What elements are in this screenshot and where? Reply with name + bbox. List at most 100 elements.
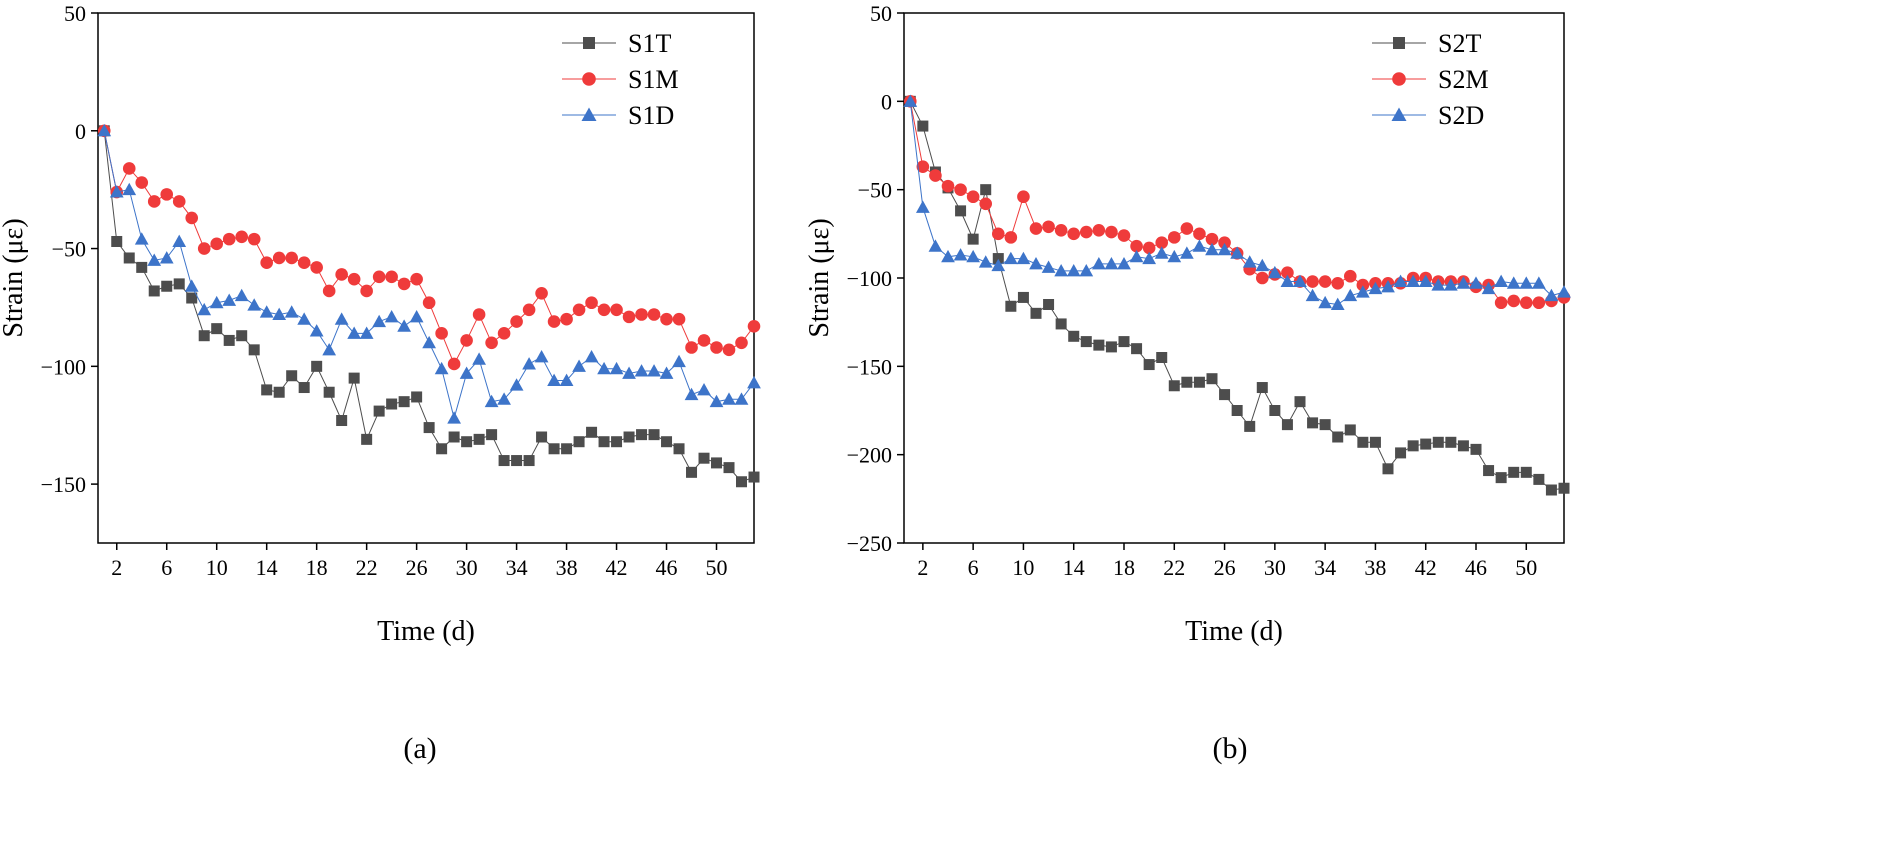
data-point-S2M (929, 169, 942, 182)
data-point-S1T (436, 443, 448, 455)
data-point-S1M (222, 232, 236, 246)
data-point-S2D (1280, 274, 1295, 288)
legend-marker-S2T (1393, 37, 1405, 49)
data-point-S2T (1382, 463, 1394, 475)
data-point-S1M (722, 343, 736, 357)
data-point-S1T (461, 436, 473, 448)
data-point-S2M (1029, 222, 1043, 235)
data-point-S2D (1431, 278, 1446, 291)
data-point-S2T (1231, 405, 1243, 416)
data-point-S1M (122, 162, 136, 175)
data-point-S2M (1343, 269, 1357, 283)
data-point-S2M (1117, 229, 1131, 242)
y-tick-label: 50 (64, 1, 86, 26)
y-tick-label: −150 (847, 354, 892, 379)
data-point-S1M (385, 270, 398, 284)
data-point-S1T (636, 429, 648, 441)
x-tick-label: 22 (1163, 555, 1185, 580)
data-point-S1T (548, 443, 560, 455)
data-point-S2D (1066, 264, 1081, 277)
x-tick-label: 30 (1264, 555, 1286, 580)
data-point-S1M (622, 310, 636, 324)
series-S2T (904, 95, 1570, 496)
data-point-S2D (1167, 249, 1182, 263)
data-point-S2T (1344, 424, 1356, 436)
data-point-S1T (473, 433, 485, 445)
data-point-S2D (1217, 242, 1232, 256)
series-S1T (98, 125, 760, 488)
data-point-S1D (434, 361, 449, 375)
data-point-S2M (991, 227, 1005, 241)
data-point-S2D (1242, 255, 1257, 268)
data-point-S1T (248, 344, 260, 356)
data-point-S1D (159, 251, 174, 264)
y-tick-label: −100 (847, 266, 892, 291)
data-point-S2M (1331, 277, 1345, 290)
data-point-S2D (1368, 281, 1383, 295)
data-point-S2M (1092, 224, 1106, 237)
legend-marker-S1D (581, 107, 597, 121)
data-point-S2M (1079, 225, 1093, 239)
data-point-S1D (247, 298, 262, 311)
data-point-S2M (1167, 231, 1181, 244)
x-tick-label: 38 (1364, 555, 1386, 580)
data-point-S1M (660, 312, 673, 326)
series-line-S2M (909, 101, 1565, 304)
data-point-S2T (1269, 405, 1281, 416)
data-point-S1M (410, 272, 423, 286)
data-point-S1D (297, 312, 312, 325)
data-point-S2T (1445, 436, 1457, 448)
data-point-S1D (409, 309, 424, 323)
x-tick-label: 50 (706, 555, 728, 580)
y-tick-label: 0 (881, 89, 892, 114)
data-point-S1D (747, 375, 761, 389)
x-tick-label: 6 (161, 555, 172, 580)
data-point-S2D (1129, 249, 1144, 263)
data-point-S1D (347, 326, 362, 339)
data-point-S1T (373, 405, 385, 417)
data-point-S1D (334, 312, 349, 325)
data-point-S2M (1356, 278, 1370, 292)
data-point-S1D (634, 364, 649, 377)
panel-b: 500−50−100−150−200−250 2 6 10 14 18 22 26 30 34 3… (804, 1, 1571, 765)
data-point-S2M (1067, 227, 1081, 241)
data-point-S2D (1406, 274, 1421, 288)
data-point-S2T (1256, 382, 1268, 394)
data-point-S2T (1281, 419, 1293, 431)
data-point-S1M (335, 268, 348, 281)
data-point-S1D (259, 305, 274, 318)
data-point-S2T (980, 184, 992, 196)
data-point-S2M (1130, 239, 1143, 253)
data-point-S1M (497, 327, 511, 340)
data-point-S1D (497, 392, 511, 405)
data-point-S1T (161, 280, 173, 292)
data-point-S1M (572, 303, 586, 317)
data-point-S1T (348, 372, 360, 384)
data-point-S1D (734, 392, 749, 405)
data-point-S1M (597, 303, 611, 317)
data-point-S2T (1357, 436, 1369, 448)
data-point-S1T (361, 433, 373, 445)
data-point-S1T (123, 252, 135, 264)
data-point-S1D (234, 288, 249, 302)
data-point-S1D (597, 361, 611, 375)
data-point-S1D (309, 324, 324, 337)
x-tick-label: 18 (1113, 555, 1135, 580)
y-tick-label: −150 (41, 472, 86, 497)
data-point-S1T (173, 278, 185, 290)
data-point-S1T (623, 431, 635, 443)
data-point-S2D (1054, 264, 1069, 277)
data-point-S2T (1244, 420, 1256, 432)
series-S1M (97, 124, 761, 371)
data-point-S1M (260, 256, 273, 269)
data-point-S1M (360, 284, 373, 298)
data-point-S2D (1305, 288, 1320, 302)
data-point-S1M (197, 242, 211, 255)
panel-a-caption: (a) (403, 732, 436, 765)
data-point-S2D (1393, 274, 1408, 288)
panel-a-x-axis: 2 6 10 14 18 22 26 30 34 38 42 46 50 (111, 543, 728, 580)
data-point-S1T (311, 360, 323, 372)
y-tick-label: −250 (847, 531, 892, 556)
data-point-S1M (172, 195, 186, 208)
data-point-S1M (547, 315, 561, 328)
